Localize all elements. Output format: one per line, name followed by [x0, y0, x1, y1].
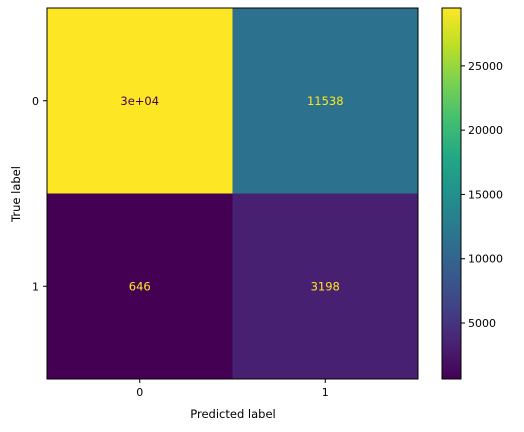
colorbar	[441, 7, 462, 380]
colorbar-tick-label-25000: 25000	[468, 60, 503, 73]
y-axis-label: True label	[9, 166, 23, 223]
cell-value-labels: 3e+04 11538 646 3198	[120, 94, 343, 294]
matrix-cell-1-0	[47, 193, 233, 379]
y-tick-label-0: 0	[32, 95, 39, 108]
x-tick-label-0: 0	[136, 386, 143, 399]
colorbar-tick-label-10000: 10000	[468, 253, 503, 266]
matrix-cell-0-0	[47, 8, 233, 194]
colorbar-ticks: 5000 10000 15000 20000 25000	[461, 60, 503, 330]
plot-frame	[46, 7, 419, 380]
colorbar-tick-label-15000: 15000	[468, 188, 503, 201]
cell-label-1-1: 3198	[311, 279, 340, 293]
matrix-cells	[47, 8, 418, 379]
matrix-cell-1-1	[232, 193, 418, 379]
x-axis-label: Predicted label	[190, 407, 275, 421]
cell-label-1-0: 646	[129, 279, 151, 293]
matrix-cell-0-1	[232, 8, 418, 194]
colorbar-tick-label-5000: 5000	[468, 317, 496, 330]
cell-label-0-1: 11538	[307, 94, 344, 108]
y-axis: 01	[32, 95, 47, 293]
colorbar-tick-label-20000: 20000	[468, 124, 503, 137]
y-tick-label-1: 1	[32, 280, 39, 293]
x-tick-label-1: 1	[322, 386, 329, 399]
cell-label-0-0: 3e+04	[120, 94, 159, 108]
